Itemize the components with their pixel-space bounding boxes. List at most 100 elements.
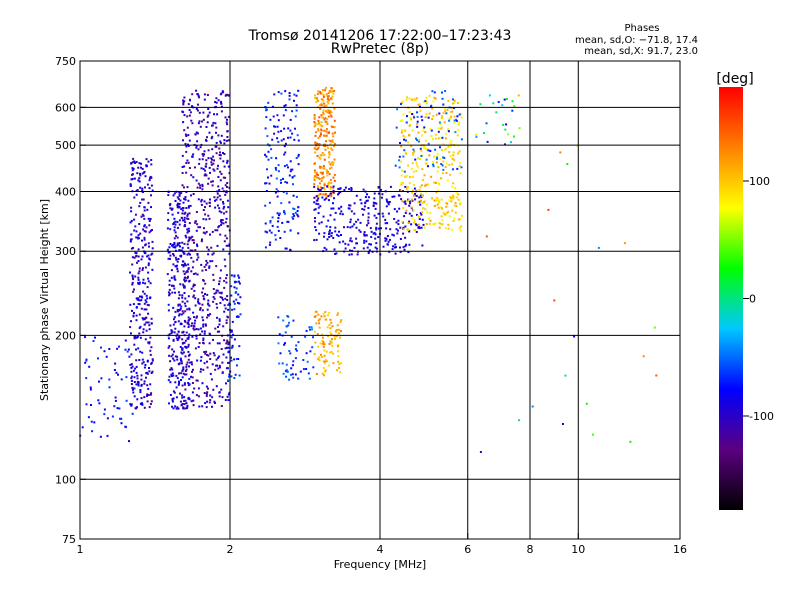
data-point	[169, 203, 172, 205]
data-point	[284, 109, 287, 112]
data-point	[187, 263, 190, 266]
data-point	[175, 407, 178, 410]
data-point	[183, 278, 186, 281]
data-point	[409, 176, 411, 178]
data-point	[171, 400, 174, 403]
data-point	[207, 354, 210, 357]
data-point	[339, 212, 342, 215]
data-point	[330, 147, 332, 150]
data-point	[214, 368, 217, 371]
data-point	[167, 346, 170, 349]
data-point	[372, 232, 375, 235]
data-point	[424, 139, 427, 142]
data-point	[220, 348, 223, 350]
data-point	[206, 366, 209, 369]
data-point	[446, 108, 449, 111]
data-point	[293, 138, 296, 141]
data-point	[318, 326, 321, 329]
data-point	[181, 338, 184, 341]
data-point	[336, 324, 339, 327]
data-point	[183, 273, 186, 275]
data-point	[220, 173, 223, 175]
data-point	[184, 370, 187, 372]
data-point	[176, 339, 179, 341]
data-point	[198, 405, 201, 408]
data-point	[340, 234, 342, 236]
data-point	[331, 325, 334, 328]
data-point	[137, 166, 140, 169]
data-point	[204, 352, 207, 355]
data-point	[187, 275, 189, 278]
data-point	[182, 251, 185, 254]
data-point	[180, 362, 183, 365]
data-point	[404, 202, 407, 205]
data-point	[385, 237, 388, 240]
data-point	[221, 396, 224, 399]
data-point	[268, 201, 271, 204]
data-point	[284, 370, 287, 373]
colorbar-tick-label: 0	[749, 293, 756, 306]
data-point	[194, 272, 197, 275]
data-point	[224, 94, 227, 97]
data-point	[363, 241, 366, 244]
data-point	[227, 361, 229, 364]
data-point	[193, 325, 196, 328]
data-point	[185, 279, 188, 282]
data-point	[187, 316, 190, 319]
data-point	[447, 99, 450, 102]
data-point	[273, 125, 275, 128]
data-point	[277, 130, 280, 133]
data-point	[167, 194, 170, 197]
data-point	[186, 213, 189, 216]
data-point	[139, 325, 142, 328]
data-point	[200, 263, 203, 266]
y-tick-label: 400	[55, 185, 76, 198]
data-point	[211, 148, 214, 151]
data-point	[181, 342, 184, 345]
data-point	[140, 307, 143, 310]
data-point	[184, 345, 187, 348]
data-point	[375, 222, 378, 225]
data-point	[94, 336, 96, 339]
data-point	[559, 151, 562, 154]
data-point	[323, 354, 326, 357]
data-point	[144, 338, 147, 341]
data-point	[204, 165, 207, 168]
data-point	[173, 391, 176, 394]
data-point	[402, 134, 405, 137]
data-point	[421, 202, 424, 204]
data-point	[133, 256, 136, 259]
data-point	[211, 405, 213, 408]
data-point	[291, 216, 294, 219]
data-point	[313, 116, 316, 119]
data-point	[174, 245, 177, 248]
data-point	[359, 198, 362, 201]
data-point	[204, 402, 207, 405]
data-point	[297, 341, 300, 344]
data-point	[143, 225, 146, 228]
data-point	[230, 294, 233, 297]
data-point	[130, 370, 133, 373]
data-point	[410, 206, 413, 209]
data-point	[167, 218, 170, 221]
data-point	[172, 390, 175, 393]
y-tick-label: 200	[55, 329, 76, 342]
data-point	[176, 220, 179, 223]
data-point	[222, 353, 225, 356]
data-point	[182, 366, 185, 369]
data-point	[349, 237, 352, 240]
data-point	[171, 348, 174, 351]
data-point	[428, 112, 431, 115]
data-point	[418, 138, 421, 141]
data-point	[205, 385, 208, 388]
data-point	[205, 126, 208, 128]
data-point	[329, 114, 332, 117]
data-point	[394, 246, 396, 249]
data-point	[331, 192, 334, 195]
data-point	[221, 361, 224, 364]
data-point	[283, 127, 286, 130]
data-point	[434, 148, 437, 151]
data-point	[187, 396, 190, 399]
data-point	[132, 290, 135, 293]
data-point	[181, 172, 184, 174]
